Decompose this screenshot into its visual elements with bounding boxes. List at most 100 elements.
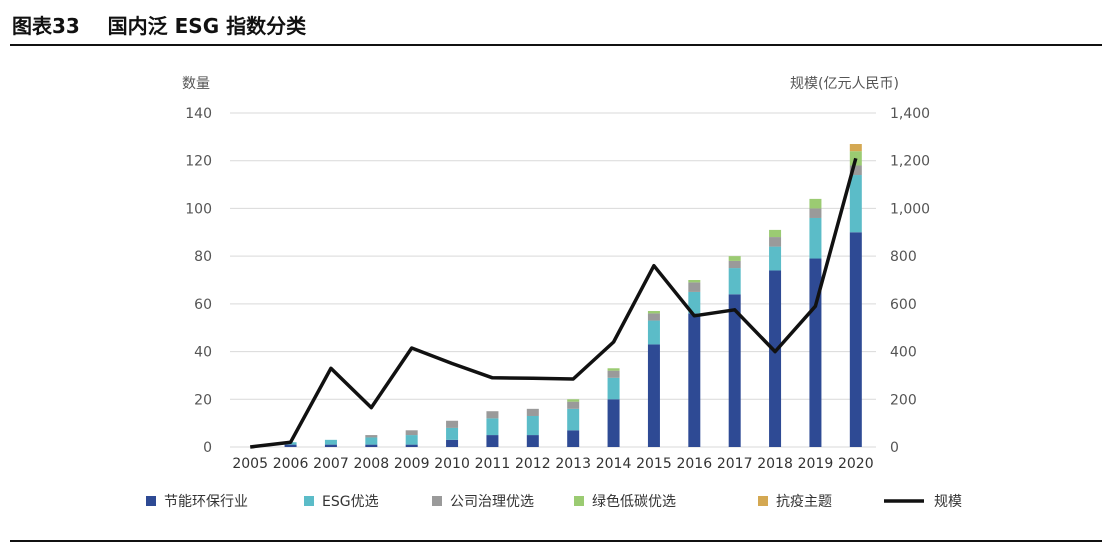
bar-segment bbox=[567, 401, 580, 409]
y-tick-right: 0 bbox=[890, 440, 899, 456]
legend-label: ESG优选 bbox=[322, 494, 379, 510]
bar-segment bbox=[809, 208, 822, 218]
y-tick-left: 60 bbox=[194, 297, 212, 313]
bar-segment bbox=[607, 377, 620, 400]
bar-segment bbox=[365, 435, 378, 438]
bar-segment bbox=[769, 237, 782, 247]
bar-segment bbox=[688, 313, 701, 447]
figure-footer-rule bbox=[10, 540, 1102, 542]
line-series-scale bbox=[249, 157, 858, 449]
bar-segment bbox=[688, 282, 701, 292]
bar-segment bbox=[849, 232, 862, 447]
y-tick-right: 200 bbox=[890, 392, 917, 408]
bar-segment bbox=[405, 430, 418, 436]
x-tick-label: 2006 bbox=[273, 456, 309, 472]
gridlines bbox=[230, 112, 876, 448]
x-tick-label: 2019 bbox=[798, 456, 834, 472]
bar-segment bbox=[567, 430, 580, 447]
scale-line bbox=[249, 157, 858, 449]
bar-segment bbox=[728, 260, 741, 269]
x-tick-label: 2009 bbox=[394, 456, 430, 472]
bar-segment bbox=[769, 270, 782, 447]
bar-segment bbox=[607, 399, 620, 447]
y-tick-left: 40 bbox=[194, 345, 212, 361]
figure-title: 图表33 国内泛 ESG 指数分类 bbox=[12, 14, 307, 38]
legend-label: 公司治理优选 bbox=[450, 494, 534, 510]
x-tick-label: 2010 bbox=[434, 456, 470, 472]
bar-segment bbox=[446, 427, 459, 440]
y-tick-left: 80 bbox=[194, 249, 212, 265]
bar-segment bbox=[769, 246, 782, 271]
legend-swatch bbox=[146, 496, 156, 506]
legend-label: 规模 bbox=[934, 494, 962, 510]
y-tick-right: 1,400 bbox=[890, 106, 930, 122]
bar-segment bbox=[405, 444, 418, 447]
bar-segment bbox=[809, 258, 822, 447]
x-tick-label: 2015 bbox=[636, 456, 672, 472]
legend-label: 绿色低碳优选 bbox=[592, 493, 676, 510]
axes: 数量 规模(亿元人民币) 0 0 20 200 40 400 60 600 80 800 100 1,… bbox=[182, 76, 930, 472]
bar-segment bbox=[849, 144, 862, 152]
bar-segment bbox=[849, 175, 862, 233]
bar-segment bbox=[526, 408, 539, 416]
bar-segment bbox=[526, 415, 539, 436]
legend-label: 节能环保行业 bbox=[164, 494, 248, 510]
bar-segment bbox=[647, 313, 660, 321]
bar-segment bbox=[284, 444, 297, 447]
y-axis-right-label: 规模(亿元人民币) bbox=[790, 76, 899, 92]
x-tick-label: 2014 bbox=[596, 456, 632, 472]
bar-segment bbox=[647, 311, 660, 314]
bar-segment bbox=[365, 444, 378, 447]
bars bbox=[284, 144, 862, 447]
legend-label: 抗疫主题 bbox=[776, 494, 832, 510]
y-tick-right: 800 bbox=[890, 249, 917, 265]
legend-swatch bbox=[304, 496, 314, 506]
x-tick-label: 2011 bbox=[475, 456, 511, 472]
bar-segment bbox=[405, 435, 418, 445]
x-tick-label: 2016 bbox=[676, 456, 712, 472]
bar-segment bbox=[849, 165, 862, 176]
bar-segment bbox=[728, 268, 741, 295]
bar-segment bbox=[324, 444, 337, 447]
bar-segment bbox=[486, 411, 499, 419]
bar-segment bbox=[647, 344, 660, 447]
bar-segment bbox=[607, 368, 620, 371]
y-tick-left: 120 bbox=[185, 154, 212, 170]
bar-segment bbox=[486, 435, 499, 447]
legend-swatch bbox=[432, 496, 442, 506]
y-tick-right: 400 bbox=[890, 345, 917, 361]
bar-segment bbox=[365, 437, 378, 445]
x-tick-label: 2017 bbox=[717, 456, 753, 472]
bar-segment bbox=[728, 256, 741, 261]
y-tick-right: 600 bbox=[890, 297, 917, 313]
bar-segment bbox=[526, 435, 539, 447]
x-tick-label: 2018 bbox=[757, 456, 793, 472]
bar-segment bbox=[809, 217, 822, 259]
bar-segment bbox=[567, 408, 580, 431]
bar-segment bbox=[728, 294, 741, 447]
legend: 节能环保行业 ESG优选 公司治理优选 绿色低碳优选 抗疫主题 规模 bbox=[146, 493, 962, 510]
bar-segment bbox=[688, 291, 701, 314]
bar-segment bbox=[486, 418, 499, 436]
bar-segment bbox=[567, 399, 580, 402]
x-tick-label: 2007 bbox=[313, 456, 349, 472]
y-tick-left: 100 bbox=[185, 201, 212, 217]
bar-segment bbox=[688, 280, 701, 283]
legend-swatch bbox=[758, 496, 768, 506]
y-tick-left: 0 bbox=[203, 440, 212, 456]
bar-segment bbox=[446, 420, 459, 428]
legend-swatch bbox=[574, 496, 584, 506]
y-tick-left: 140 bbox=[185, 106, 212, 122]
y-axis-left-label: 数量 bbox=[182, 76, 210, 92]
figure-header: 图表33 国内泛 ESG 指数分类 bbox=[10, 6, 1102, 46]
bar-segment bbox=[324, 439, 337, 445]
x-tick-label: 2008 bbox=[353, 456, 389, 472]
x-tick-label: 2013 bbox=[555, 456, 591, 472]
bar-segment bbox=[446, 439, 459, 447]
x-tick-label: 2005 bbox=[232, 456, 268, 472]
y-tick-right: 1,200 bbox=[890, 154, 930, 170]
bar-segment bbox=[769, 229, 782, 238]
bar-segment bbox=[809, 198, 822, 209]
x-tick-label: 2012 bbox=[515, 456, 551, 472]
